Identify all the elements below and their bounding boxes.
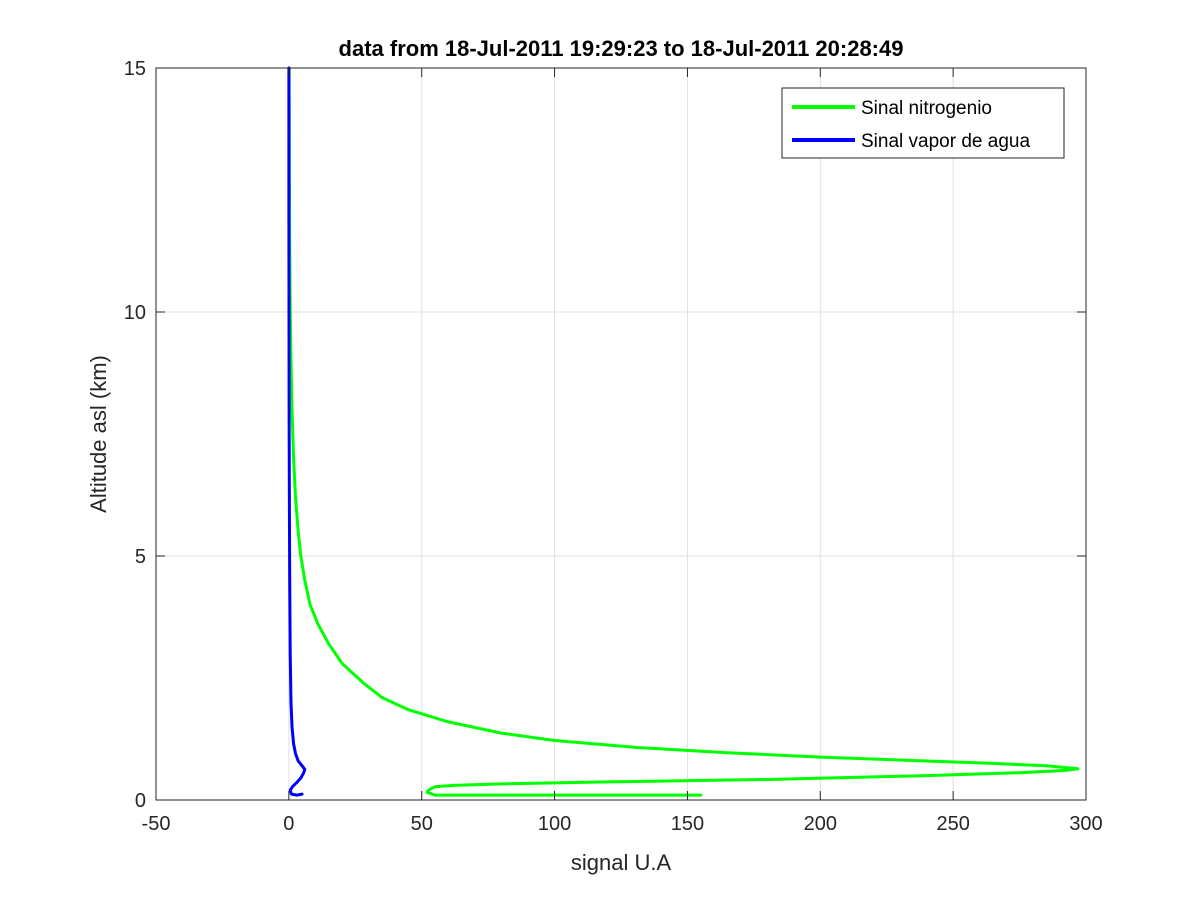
- x-tick-label: 0: [283, 813, 294, 835]
- x-tick-label: -50: [142, 813, 171, 835]
- y-axis-label: Altitude asl (km): [86, 355, 111, 513]
- plot-frame: [155, 67, 1087, 801]
- legend-box: [781, 87, 1065, 159]
- series-line-vapor-de-agua: [287, 66, 307, 797]
- x-tick-label: 300: [1069, 813, 1102, 835]
- legend-label-vapor-de-agua: Sinal vapor de agua: [861, 131, 1030, 152]
- legend-label-nitrogenio: Sinal nitrogenio: [861, 98, 992, 119]
- series-line-nitrogenio: [287, 66, 1080, 797]
- y-tick-label: 15: [124, 58, 146, 80]
- ticks: [155, 67, 1087, 801]
- x-axis-label: signal U.A: [571, 850, 672, 875]
- legend: Sinal nitrogenio Sinal vapor de agua: [781, 87, 1065, 159]
- x-tick-label: 100: [538, 813, 571, 835]
- x-tick-label: 200: [804, 813, 837, 835]
- y-tick-label: 5: [135, 546, 146, 568]
- series-layer: [287, 66, 1080, 797]
- x-tick-label: 250: [936, 813, 969, 835]
- chart-title: data from 18-Jul-2011 19:29:23 to 18-Jul…: [339, 36, 904, 61]
- x-tick-label: 50: [411, 813, 433, 835]
- plot-background: [156, 68, 1086, 800]
- y-tick-label: 10: [124, 302, 146, 324]
- y-tick-label: 0: [135, 790, 146, 812]
- x-tick-label: 150: [671, 813, 704, 835]
